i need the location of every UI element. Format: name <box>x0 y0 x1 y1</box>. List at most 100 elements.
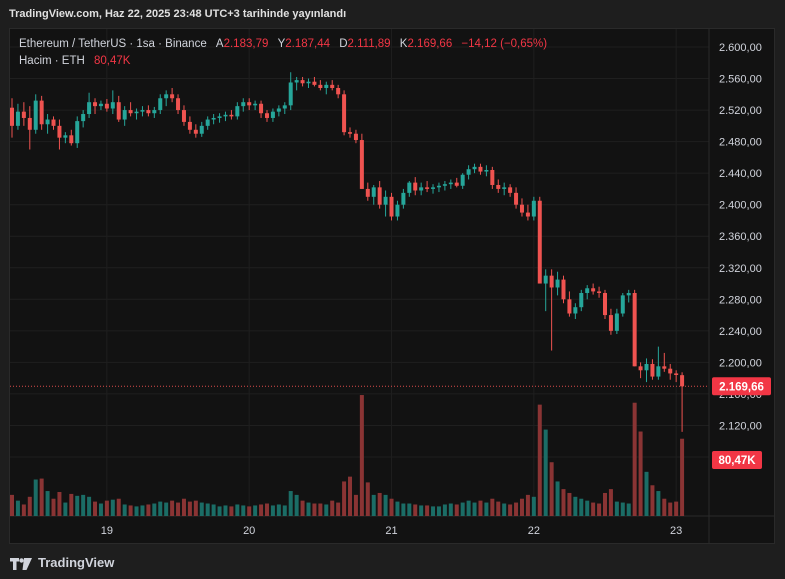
time-tick-label: 20 <box>243 525 255 537</box>
volume-bar <box>57 492 62 516</box>
volume-bar <box>442 504 447 516</box>
volume-bar <box>490 498 495 516</box>
volume-bar <box>33 479 38 516</box>
candle-body <box>680 375 685 387</box>
candle-body <box>247 102 252 106</box>
candle-body <box>241 102 246 107</box>
candle-body <box>668 368 673 374</box>
volume-bar <box>668 502 673 516</box>
candle-body <box>359 140 364 189</box>
volume-bar <box>525 494 530 516</box>
volume-bar <box>680 438 685 516</box>
symbol-info[interactable]: Ethereum / TetherUS · 1sa · Binance <box>19 38 207 50</box>
volume-bar <box>656 491 661 516</box>
volume-bar <box>152 503 157 516</box>
price-tick-label: 2.280,00 <box>719 294 762 306</box>
candle-body <box>306 81 311 84</box>
price-tick-label: 2.560,00 <box>719 74 762 86</box>
volume-label[interactable]: Hacim · ETH <box>19 55 85 67</box>
candle-body <box>288 82 293 106</box>
candle-body <box>134 111 139 114</box>
volume-bar <box>597 503 602 516</box>
volume-bar <box>478 500 483 516</box>
candle-body <box>93 102 98 107</box>
candle-body <box>282 105 287 109</box>
candle-body <box>235 106 240 117</box>
candle-body <box>490 170 495 185</box>
volume-bar <box>371 494 376 516</box>
volume-bar <box>75 495 80 516</box>
tradingview-logo[interactable]: TradingView <box>10 555 114 570</box>
volume-bar <box>383 494 388 516</box>
candle-body <box>674 373 679 375</box>
candle-body <box>217 116 222 118</box>
volume-bar <box>140 505 145 516</box>
candle-body <box>525 212 530 217</box>
low-label: D <box>339 38 348 50</box>
volume-bar <box>158 501 163 516</box>
volume-bar <box>389 498 394 516</box>
candle-body <box>413 182 418 191</box>
volume-bar <box>543 429 548 516</box>
candle-body <box>294 80 299 83</box>
volume-bar <box>247 506 252 516</box>
candle-body <box>187 121 192 130</box>
candle-body <box>158 98 163 111</box>
volume-bar <box>39 478 44 516</box>
candle-body <box>253 103 258 106</box>
candle-body <box>401 192 406 205</box>
price-tick-label: 2.320,00 <box>719 263 762 275</box>
candle-body <box>466 169 471 175</box>
volume-bar <box>98 503 103 516</box>
volume-bar <box>401 503 406 516</box>
volume-bar <box>407 503 412 516</box>
candle-body <box>21 111 26 118</box>
volume-bar <box>365 482 370 516</box>
volume-bar <box>324 504 329 516</box>
time-tick-label: 21 <box>385 525 397 537</box>
candle-body <box>318 84 323 88</box>
volume-bar <box>644 471 649 516</box>
candle-body <box>223 114 228 117</box>
candle-body <box>407 182 412 193</box>
volume-bar <box>264 503 269 516</box>
ohlc-legend-row: Ethereum / TetherUS · 1sa · Binance A2.1… <box>19 36 547 53</box>
close-label: K <box>399 38 408 50</box>
candle-body <box>519 204 524 213</box>
price-tick-label: 2.120,00 <box>719 420 762 432</box>
volume-bar <box>431 506 436 516</box>
volume-bar <box>353 494 358 516</box>
volume-bar <box>348 476 353 516</box>
volume-bar <box>116 498 121 516</box>
volume-bar <box>164 502 169 516</box>
candle-body <box>620 295 625 314</box>
candle-body <box>454 182 459 186</box>
volume-bar <box>620 502 625 516</box>
high-value: 2.187,44 <box>285 38 330 50</box>
time-tick-label: 19 <box>101 525 113 537</box>
volume-bar <box>294 494 299 516</box>
candle-body <box>87 102 92 115</box>
candle-body <box>181 110 186 122</box>
volume-bar <box>436 506 441 516</box>
candle-body <box>561 279 566 300</box>
candle-body <box>69 135 74 144</box>
candle-body <box>395 204 400 217</box>
volume-bar <box>187 501 192 516</box>
volume-bar <box>93 501 98 516</box>
volume-bar <box>217 506 222 516</box>
candle-body <box>116 102 121 120</box>
candle-body <box>650 363 655 377</box>
candle-body <box>508 187 513 193</box>
last-volume-tag <box>712 451 762 469</box>
candle-body <box>75 121 80 144</box>
volume-bar <box>454 504 459 516</box>
volume-bar <box>531 496 536 516</box>
time-tick-label: 22 <box>528 525 540 537</box>
candle-body <box>614 313 619 331</box>
volume-bar <box>626 503 631 516</box>
volume-bar <box>377 492 382 516</box>
candle-body <box>537 200 542 284</box>
candle-body <box>176 98 181 111</box>
